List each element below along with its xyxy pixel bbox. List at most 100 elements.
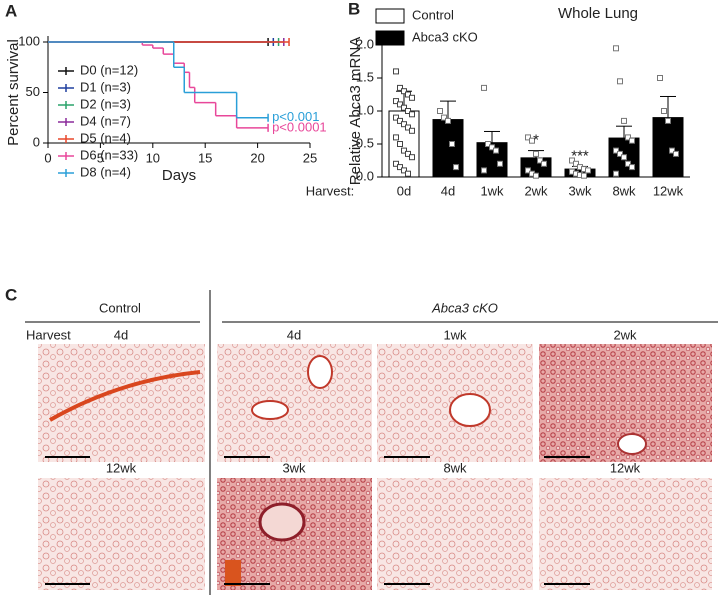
image-label: 4d [114,327,128,342]
y-tick-label: 0.5 [356,135,374,150]
data-point [613,147,619,154]
legend-label: Abca3 cKO [412,29,478,44]
data-point [401,121,407,128]
data-point [621,117,627,124]
data-point [409,154,415,161]
data-point [569,157,575,164]
data-point [665,117,671,124]
data-point [485,141,491,147]
data-point [405,124,411,131]
data-point [525,167,531,174]
survival-curve [48,41,269,122]
airway [307,355,333,389]
data-point [481,84,487,91]
histology-image [377,478,533,590]
airway [258,502,306,542]
data-point [397,141,403,147]
x-axis-label: Harvest: [306,183,354,198]
data-point [393,134,399,141]
data-point [669,147,675,154]
x-tick-label: 25 [303,150,317,165]
data-point [481,167,487,174]
data-point [393,160,399,167]
legend-label: D5 (n=4) [80,130,131,145]
legend-label: Control [412,7,454,22]
airway [449,393,491,427]
data-point [617,78,623,85]
significance: *** [571,147,589,164]
data-point [629,137,635,144]
group-label: Abca3 cKO [431,300,498,315]
data-point [397,117,403,124]
data-point [405,91,411,98]
panel-letter: A [5,1,17,20]
bar [388,110,420,178]
y-tick-label: 1.5 [356,69,374,84]
image-label: 1wk [443,327,467,342]
data-point [401,88,407,95]
legend-label: D4 (n=7) [80,113,131,128]
y-tick-label: 1.0 [356,102,374,117]
x-tick-label: 20 [250,150,264,165]
panel-letter: C [5,285,17,304]
y-tick-label: 0.0 [356,168,374,183]
histology-image [539,478,712,590]
data-point [661,108,667,114]
legend-label: D1 (n=3) [80,79,131,94]
data-point [401,167,407,174]
x-tick-label: 15 [198,150,212,165]
y-tick-label: 50 [26,84,40,99]
p-value: p<0.0001 [272,119,327,134]
x-tick-label: 0d [397,183,411,198]
y-axis-label: Relative Abca3 mRNA [347,37,364,185]
data-point [401,104,407,111]
x-tick-label: 5 [97,150,104,165]
y-tick-label: 100 [18,33,40,48]
data-point [629,164,635,171]
data-point [541,160,547,167]
y-tick-label: 2.0 [356,36,374,51]
legend-label: D8 (n=4) [80,164,131,179]
x-tick-label: 3wk [568,183,592,198]
data-point [409,111,415,118]
x-tick-label: 10 [146,150,160,165]
data-point [393,98,399,105]
airway [251,400,289,420]
data-point [405,108,411,114]
image-label: 12wk [106,460,137,475]
data-point [533,172,539,179]
data-point [437,108,443,114]
histology-image [38,344,205,462]
image-label: 8wk [443,460,467,475]
vessel [225,560,241,586]
vessel [49,370,201,422]
x-tick-label: 12wk [653,183,684,198]
data-point [397,164,403,171]
image-label: 12wk [610,460,641,475]
data-point [613,45,619,52]
data-point [585,167,591,174]
data-point [625,160,631,167]
data-point [497,160,503,167]
airway [617,433,647,455]
x-tick-label: 0 [44,150,51,165]
data-point [397,84,403,91]
data-point [449,141,455,147]
harvest-label: Harvest [26,327,71,342]
panel-c: C Control Abca3 cKO Harvest 4d 4d 1wk 2w… [5,285,718,595]
histology-image [217,344,372,462]
image-label: 2wk [613,327,637,342]
y-axis-label: Percent survival [5,39,22,146]
data-point [405,150,411,157]
data-point [493,147,499,154]
data-point [445,117,451,124]
bar [652,117,684,178]
legend-label: D2 (n=3) [80,96,131,111]
y-tick-label: 0 [33,134,40,149]
data-point [409,94,415,101]
x-tick-label: 1wk [480,183,504,198]
data-point [393,114,399,121]
significance: * [533,132,539,149]
data-point [533,150,539,157]
x-axis-label: Days [162,167,196,184]
